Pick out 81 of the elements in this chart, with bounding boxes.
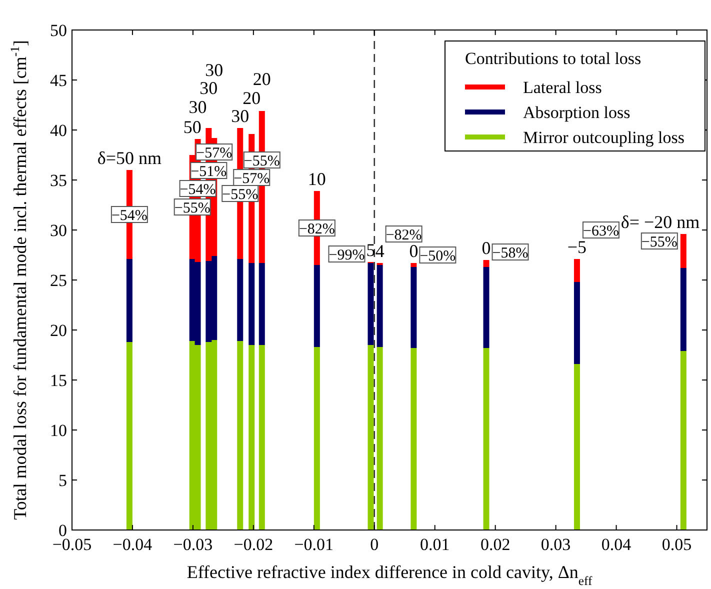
bar (258, 263, 265, 345)
x-tick-label: 0.01 (420, 535, 450, 554)
legend-title: Contributions to total loss (465, 49, 642, 68)
annotation: −58% (492, 245, 528, 262)
bar (248, 345, 255, 530)
y-tick-label: 15 (50, 370, 67, 390)
bar (483, 348, 490, 530)
annotation: −55% (641, 234, 678, 250)
bar (574, 364, 580, 530)
annotation: 5 (366, 240, 376, 260)
annotation: 30 (205, 60, 224, 80)
bar (314, 347, 320, 530)
y-tick-label: 10 (50, 420, 67, 440)
bar (483, 260, 490, 267)
annotation: 0 (482, 238, 491, 258)
annotation: −50% (420, 248, 456, 264)
legend-label: Lateral loss (523, 78, 602, 97)
annotation: 20 (252, 69, 271, 89)
bar (376, 265, 383, 347)
bar (483, 267, 490, 348)
x-tick-label: −0.04 (112, 535, 153, 554)
legend-label: Absorption loss (523, 102, 630, 122)
y-tick-label: 20 (50, 320, 67, 340)
bar (126, 259, 132, 342)
annotation: 30 (200, 78, 218, 98)
y-tick-label: 35 (50, 170, 67, 190)
annotation: −55% (244, 153, 280, 170)
y-tick-label: 5 (58, 470, 67, 490)
annotation: −82% (386, 227, 422, 244)
annotation: 0 (409, 241, 418, 261)
annotation: −55% (174, 200, 210, 216)
y-tick-label: 30 (50, 220, 67, 240)
annotation: 4 (375, 241, 384, 261)
annotation: 10 (308, 169, 326, 189)
bar (237, 259, 244, 341)
bar (574, 259, 580, 282)
x-tick-label: −0.02 (234, 535, 274, 554)
annotation: 20 (242, 88, 261, 108)
bar (680, 351, 686, 530)
bar (680, 268, 686, 351)
x-tick-label: −0.03 (173, 535, 213, 554)
bar (314, 265, 320, 347)
bar (410, 348, 417, 530)
annotation: −57% (196, 145, 232, 162)
bar (248, 263, 255, 345)
annotation: −99% (328, 247, 365, 264)
annotation: −82% (298, 221, 335, 238)
y-tick-label: 40 (50, 120, 67, 140)
y-tick-label: 50 (50, 20, 67, 40)
bar (258, 345, 265, 530)
x-tick-label: −0.01 (294, 535, 334, 554)
bar (680, 234, 686, 268)
x-tick-label: 0.04 (601, 535, 632, 554)
x-tick-label: 0.02 (480, 535, 510, 554)
bar (126, 342, 132, 530)
x-tick-label: 0 (370, 535, 379, 554)
bar (574, 282, 580, 364)
annotation: −54% (180, 182, 216, 198)
annotation: −63% (582, 223, 619, 240)
annotation: −57% (234, 170, 270, 187)
x-tick-label: 0.05 (662, 535, 692, 554)
bar (410, 267, 417, 348)
legend-label: Mirror outcoupling loss (523, 128, 684, 147)
x-tick-label: 0.03 (540, 535, 571, 554)
annotation: δ= −20 nm (620, 212, 700, 232)
annotation: −54% (111, 208, 148, 224)
annotation: −55% (222, 186, 258, 203)
annotation: 50 (183, 117, 202, 137)
annotation: 30 (231, 106, 250, 126)
annotation: −51% (190, 164, 227, 180)
y-tick-label: 45 (50, 70, 67, 90)
bar (368, 345, 374, 530)
y-tick-label: 25 (50, 270, 67, 290)
bar (410, 263, 417, 267)
bar (376, 347, 383, 530)
bar (237, 341, 244, 530)
bar (368, 263, 374, 345)
x-axis-title: Effective refractive index difference in cold cavity, Δn$_{eff}$ (186, 562, 593, 588)
annotation: 30 (188, 97, 207, 117)
annotation: −5 (567, 237, 587, 257)
annotation: δ=50 nm (97, 148, 162, 168)
